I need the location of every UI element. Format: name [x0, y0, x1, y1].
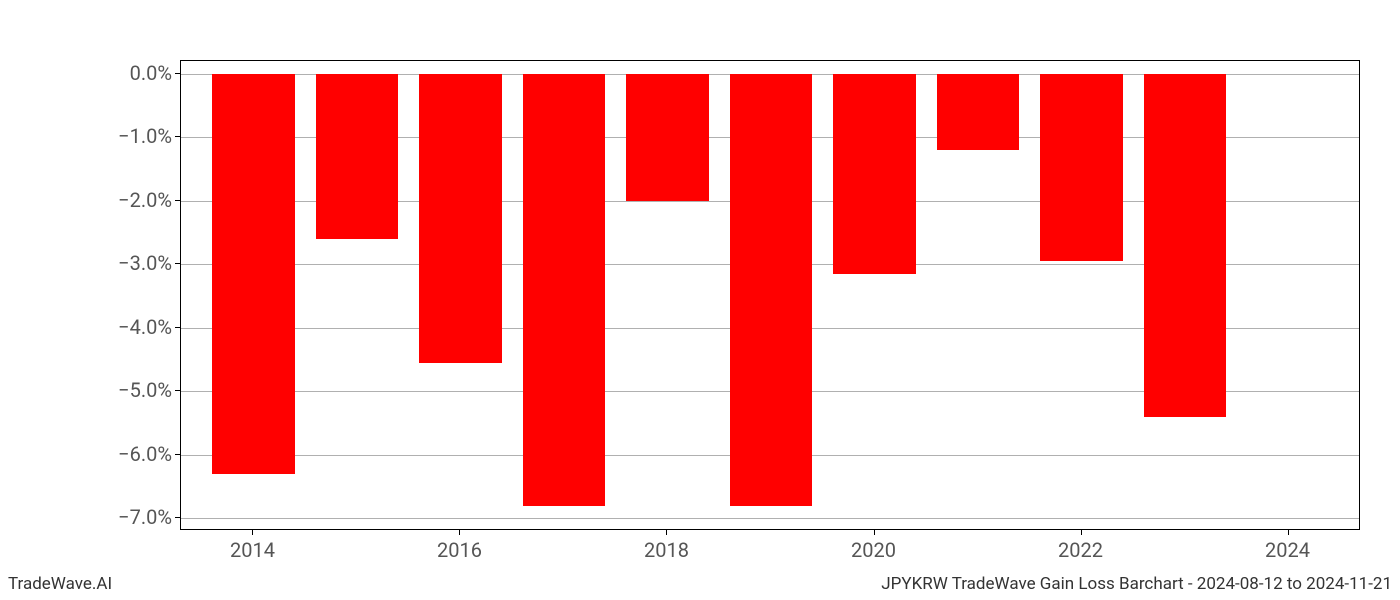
x-axis-tick-label: 2014 [230, 538, 275, 562]
bar [626, 74, 709, 201]
y-axis-tick-mark [175, 327, 180, 328]
bar [523, 74, 606, 506]
y-axis-tick-mark [175, 263, 180, 264]
footer-left-text: TradeWave.AI [8, 574, 112, 594]
y-axis-tick-mark [175, 454, 180, 455]
x-axis-tick-mark [459, 530, 460, 535]
footer-right-text: JPYKRW TradeWave Gain Loss Barchart - 20… [881, 574, 1392, 594]
x-axis-tick-label: 2020 [851, 538, 896, 562]
bar [1040, 74, 1123, 261]
gridline-horizontal [181, 518, 1359, 519]
x-axis-tick-label: 2024 [1265, 538, 1310, 562]
bar [730, 74, 813, 506]
bar [833, 74, 916, 274]
y-axis-tick-label: −2.0% [118, 188, 172, 212]
x-axis-tick-label: 2016 [437, 538, 482, 562]
y-axis-tick-label: −3.0% [118, 251, 172, 275]
bar [937, 74, 1020, 150]
y-axis-tick-label: −5.0% [118, 378, 172, 402]
bar [212, 74, 295, 474]
bar [419, 74, 502, 363]
y-axis-tick-label: −7.0% [118, 505, 172, 529]
x-axis-tick-mark [1081, 530, 1082, 535]
x-axis-tick-mark [666, 530, 667, 535]
y-axis-tick-mark [175, 200, 180, 201]
bar [316, 74, 399, 239]
x-axis-tick-mark [874, 530, 875, 535]
y-axis-tick-mark [175, 136, 180, 137]
y-axis-tick-label: −1.0% [118, 124, 172, 148]
y-axis-tick-mark [175, 517, 180, 518]
y-axis-tick-mark [175, 73, 180, 74]
x-axis-tick-label: 2018 [644, 538, 689, 562]
x-axis-tick-mark [1288, 530, 1289, 535]
x-axis-tick-label: 2022 [1058, 538, 1103, 562]
y-axis-tick-label: −6.0% [118, 442, 172, 466]
bar [1144, 74, 1227, 417]
y-axis-tick-label: 0.0% [130, 61, 172, 85]
plot-area [180, 60, 1360, 530]
x-axis-tick-mark [252, 530, 253, 535]
y-axis-tick-mark [175, 390, 180, 391]
chart-container: 0.0% −1.0% −2.0% −3.0% −4.0% −5.0% −6.0% −7.0% 2… [0, 10, 1400, 570]
y-axis-tick-label: −4.0% [118, 315, 172, 339]
